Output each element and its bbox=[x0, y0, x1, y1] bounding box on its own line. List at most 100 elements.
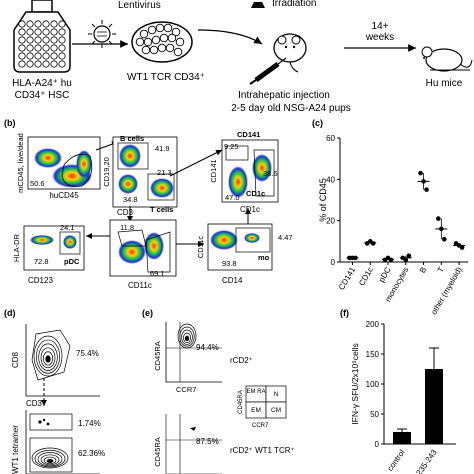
flow-plot-CD8: 75.4% CD8 bbox=[11, 324, 100, 397]
quadrant-label: EM bbox=[251, 407, 261, 414]
flow-plot-CD3-CD19: B cells 41.9 21.3 34.8 T cells CD3 CD19,… bbox=[102, 134, 178, 217]
population-label: rCD2⁺ WT1 TCR⁺ bbox=[230, 446, 295, 455]
flow-plot-rCD2: 94.4% rCD2⁺ CCR7 CD45RA bbox=[153, 322, 253, 394]
y-axis-label: mCD45, live/dead bbox=[16, 133, 25, 193]
weeks-label-line2: weeks bbox=[365, 32, 394, 43]
flow-plot-CD14-CD11c: 4.47 93.8 mo CD14 CD11c bbox=[196, 223, 293, 285]
panel-letter: (f) bbox=[340, 308, 349, 318]
data-point bbox=[406, 253, 412, 259]
bar bbox=[425, 369, 443, 444]
bar bbox=[393, 432, 411, 444]
data-point bbox=[388, 257, 394, 263]
flow-plot-CD123-HLA-DR: 24.1 72.8 pDC CD123 HLA-DR bbox=[12, 223, 85, 285]
x-tick-label: control bbox=[385, 448, 406, 473]
y-axis-label: CD8 bbox=[11, 351, 20, 368]
x-axis-label: CD3 bbox=[117, 208, 134, 217]
pup-icon bbox=[273, 33, 307, 73]
panel-letter: (d) bbox=[4, 308, 16, 318]
y-tick-label: 20 bbox=[326, 217, 335, 226]
injection-label-line2: 2-5 day old NSG-A24 pups bbox=[231, 103, 351, 114]
panel-letter: (e) bbox=[142, 308, 153, 318]
gate-value: 34.8 bbox=[123, 195, 138, 204]
gate-value: 47.0 bbox=[225, 193, 240, 202]
y-axis-label: CD45RA bbox=[153, 437, 162, 467]
y-tick-label: 0 bbox=[375, 440, 380, 449]
x-tick-label: 235-243 bbox=[414, 448, 439, 474]
irradiation-icon bbox=[251, 2, 265, 8]
bar-chart: 0 50 100 150 200 IFN-γ SFU/2x10⁵cells control 2… bbox=[350, 320, 456, 474]
arrow-icon bbox=[169, 149, 223, 177]
y-tick-label: 100 bbox=[366, 380, 380, 389]
gate-value: 41.9 bbox=[155, 144, 170, 153]
quadrant-label: EM RA bbox=[246, 389, 265, 395]
gate-value: 24.1 bbox=[60, 223, 75, 232]
panel-b: (b) 50.6 huCD45 mCD45, live/dead B cells… bbox=[4, 118, 293, 290]
x-axis-label: CCR7 bbox=[176, 385, 196, 394]
y-tick-label: 0 bbox=[331, 258, 336, 267]
y-axis-label: CD11c bbox=[196, 236, 205, 259]
gate-value: 94.4% bbox=[196, 343, 219, 352]
gate-value: 11.8 bbox=[120, 223, 134, 232]
legend-x-label: CCR7 bbox=[252, 423, 269, 429]
gate-label: T cells bbox=[150, 205, 173, 214]
data-point bbox=[442, 236, 447, 242]
irradiation-label: Irradiation bbox=[272, 0, 316, 9]
gate-value: 72.8 bbox=[34, 257, 49, 266]
flow-plot-WT1-tetramer: 1.74% 62.36% CD3 WT1 tetramer bbox=[11, 399, 105, 474]
x-axis-label: CD123 bbox=[28, 276, 53, 285]
panel-a: HLA-A24⁺ hu CD34⁺ HSC Lentivirus WT1 TCR… bbox=[12, 0, 473, 114]
data-point bbox=[370, 241, 376, 246]
y-axis-label: CD19,20 bbox=[102, 157, 111, 187]
quadrant-label: CM bbox=[271, 407, 281, 414]
data-point bbox=[459, 245, 465, 250]
gate-value: 62.36% bbox=[78, 449, 105, 458]
gate-value: 21.3 bbox=[157, 168, 172, 177]
syringe-icon bbox=[249, 57, 287, 85]
x-axis-label: CD14 bbox=[222, 276, 243, 285]
gate-label: CD1c bbox=[246, 189, 265, 198]
quadrant-label: N bbox=[274, 391, 279, 398]
gate-label: pDC bbox=[64, 257, 80, 266]
x-tick-label: B bbox=[418, 266, 428, 275]
y-tick-label: 40 bbox=[326, 175, 335, 184]
data-point bbox=[436, 216, 441, 221]
arrow-icon bbox=[197, 29, 263, 45]
panel-f: (f) 0 50 100 150 200 IFN-γ SFU/2x10⁵cells cont… bbox=[340, 308, 456, 474]
lentivirus-label: Lentivirus bbox=[118, 0, 161, 11]
y-axis-label: CD45RA bbox=[153, 341, 162, 371]
gate-value: 38.6 bbox=[263, 169, 278, 178]
x-axis-label: CD3 bbox=[26, 399, 43, 408]
flow-plot-huCD45: 50.6 huCD45 mCD45, live/dead bbox=[16, 133, 101, 200]
hsc-flask-icon bbox=[13, 0, 71, 73]
hsc-label-line1: HLA-A24⁺ hu bbox=[12, 78, 72, 89]
panel-letter: (b) bbox=[4, 118, 16, 128]
flow-plot-CD11c: 11.8 69.1 CD11c bbox=[109, 219, 177, 290]
x-tick-label: other (myeloid) bbox=[429, 265, 464, 316]
gate-value: 50.6 bbox=[30, 179, 45, 188]
data-point bbox=[353, 255, 358, 261]
y-axis-label: % of CD45 bbox=[318, 178, 328, 222]
gate-value: 75.4% bbox=[76, 349, 99, 358]
y-axis-label: IFN-γ SFU/2x10⁵cells bbox=[350, 343, 360, 424]
gate-label: mo bbox=[258, 253, 270, 262]
legend-y-label: CD45RA bbox=[238, 390, 244, 414]
gate-value: 87.5% bbox=[196, 437, 219, 446]
data-point bbox=[403, 257, 409, 263]
x-tick-label: T bbox=[436, 265, 446, 274]
hsc-label-line2: CD34⁺ HSC bbox=[15, 90, 70, 101]
mice-label: Hu mice bbox=[426, 78, 463, 89]
y-axis-label: CD141 bbox=[209, 159, 218, 182]
x-tick-label: CD141 bbox=[337, 265, 358, 292]
gate-label: CD141 bbox=[237, 130, 260, 139]
y-tick-label: 50 bbox=[370, 410, 379, 419]
transduced-cells-icon bbox=[131, 21, 193, 63]
data-point bbox=[424, 187, 429, 192]
panel-d: (d) 75.4% CD8 1.74% 62.36% CD3 WT1 tetra… bbox=[4, 308, 105, 474]
virus-icon bbox=[88, 20, 116, 48]
x-axis-label: huCD45 bbox=[49, 191, 79, 200]
x-axis-label: CD11c bbox=[128, 281, 152, 290]
gate-value: 69.1 bbox=[150, 269, 165, 278]
quadrant-legend: EM RA N EM CM CCR7 CD45RA bbox=[238, 385, 287, 429]
